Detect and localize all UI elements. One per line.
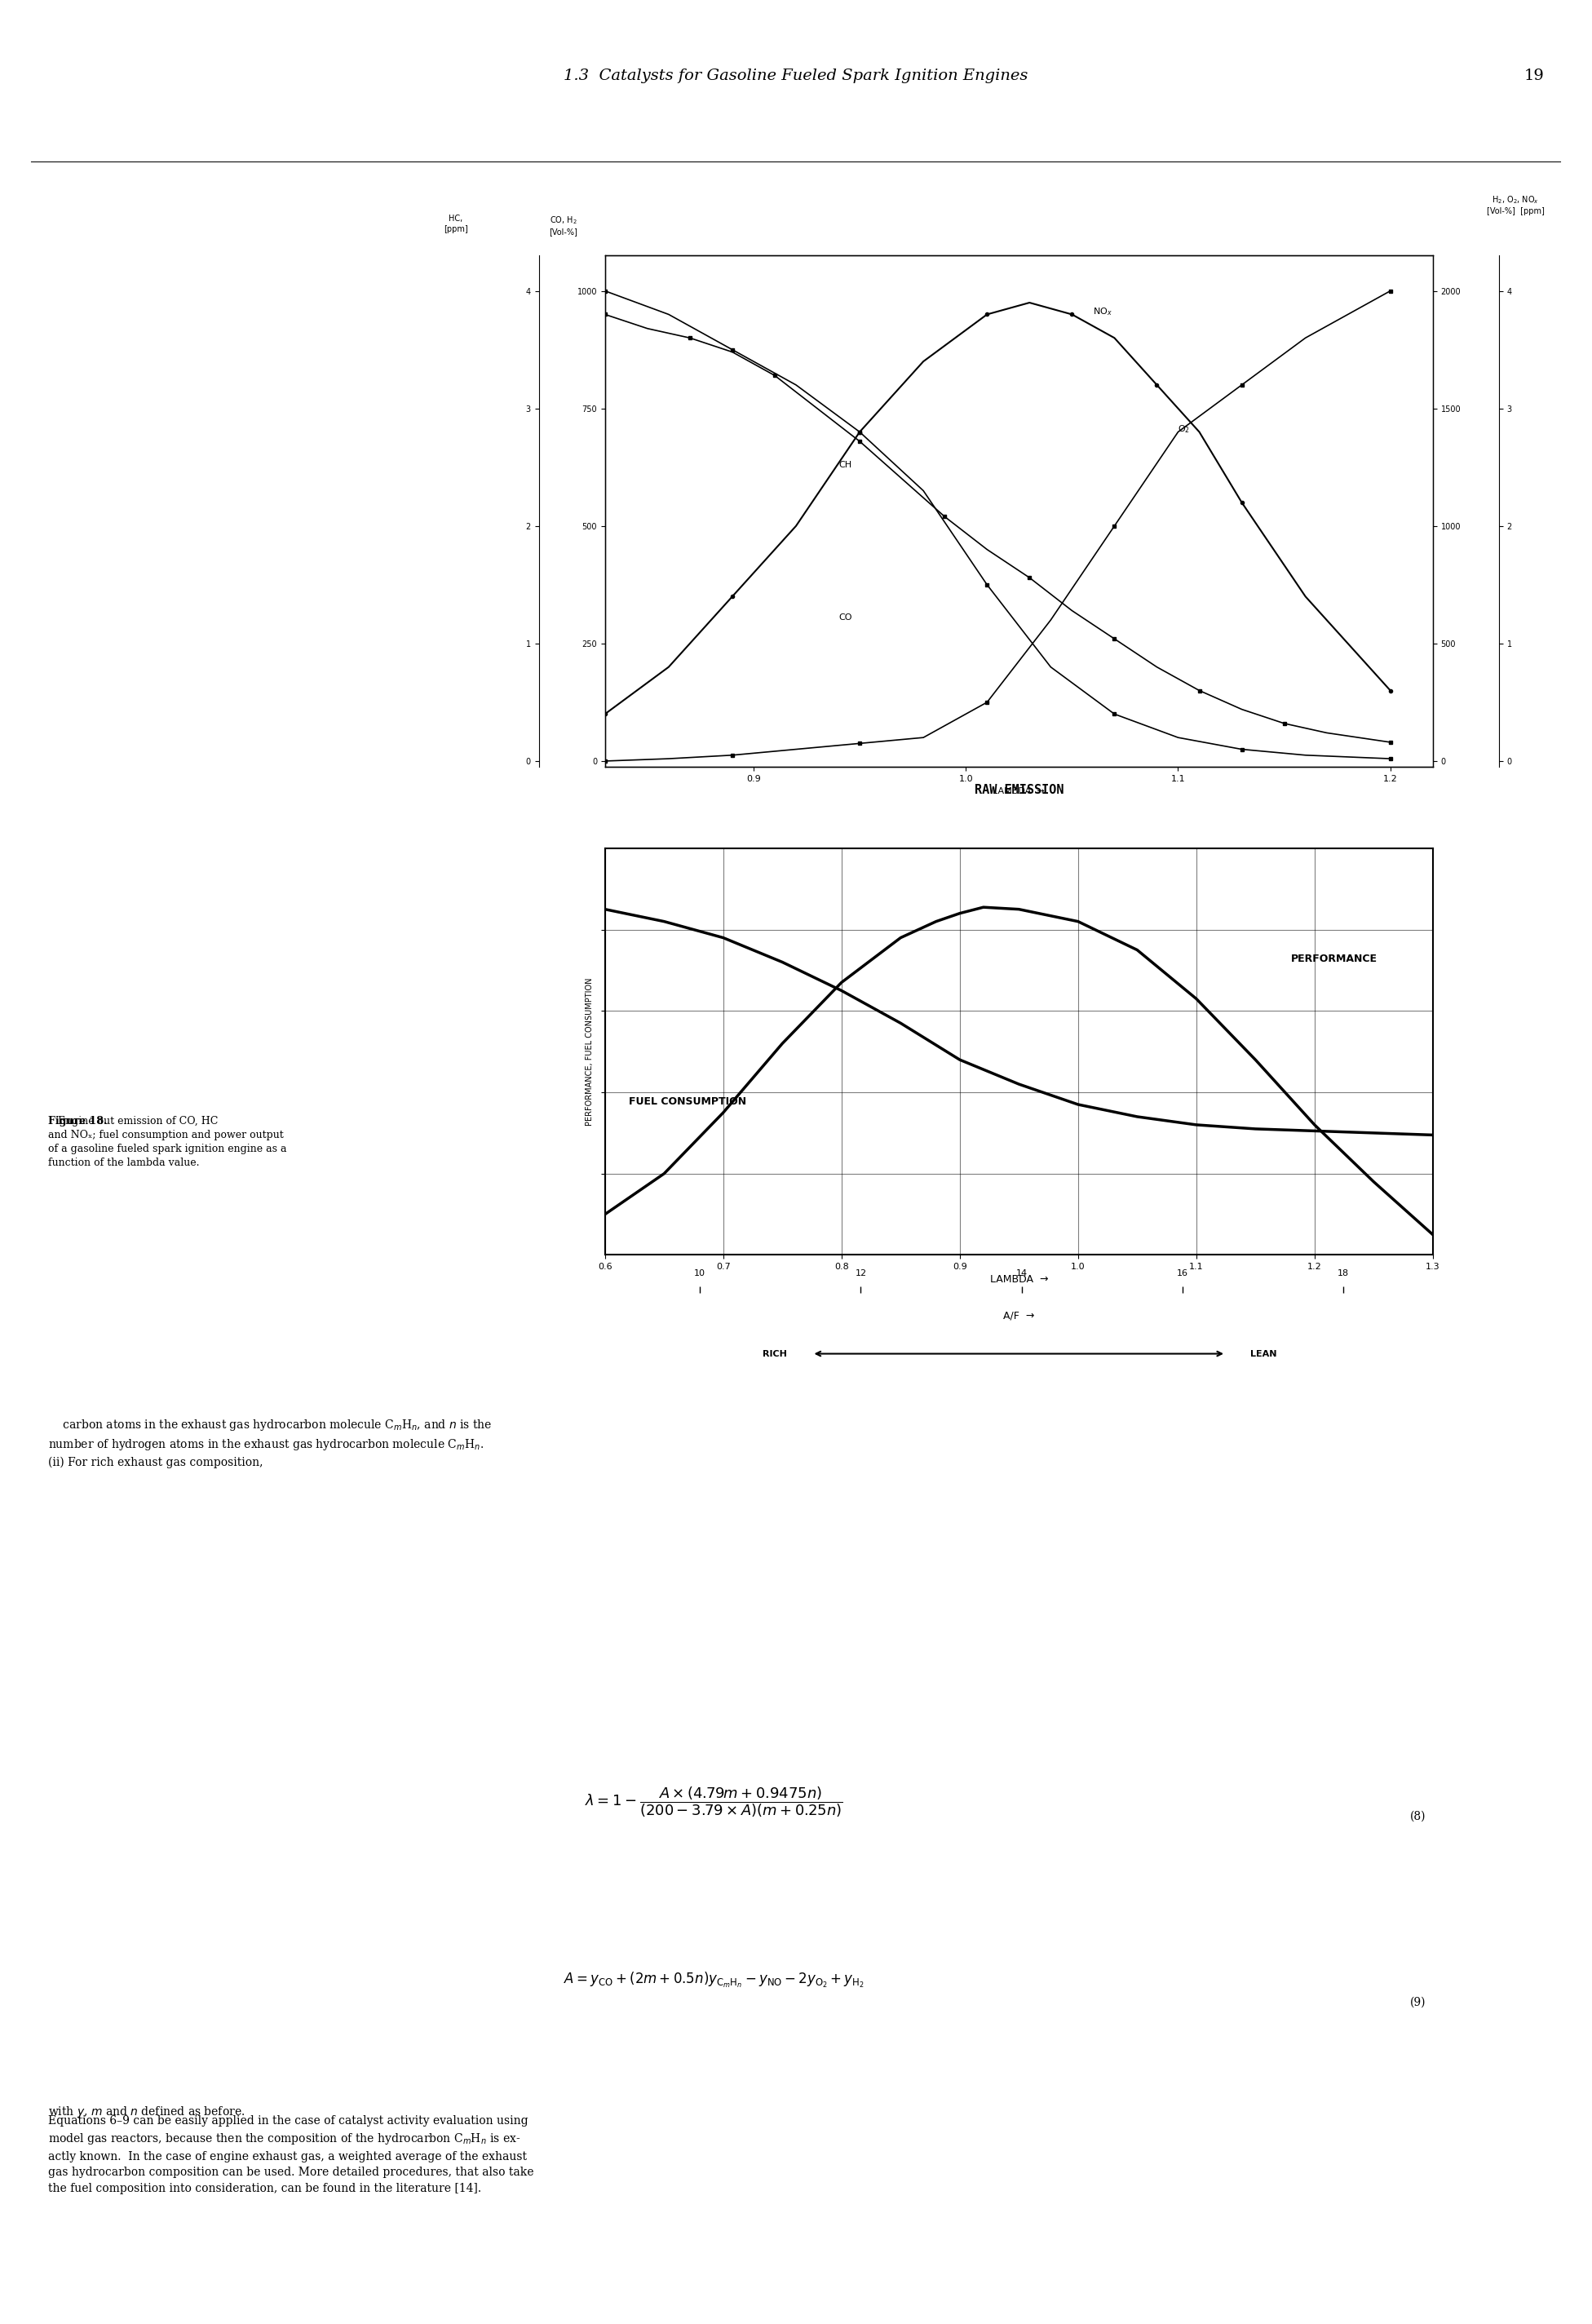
Text: RICH: RICH: [763, 1350, 786, 1357]
Text: CH: CH: [839, 460, 852, 469]
Text: 19: 19: [1524, 67, 1544, 84]
Text: H$_2$, O$_2$, NO$_x$
[Vol-%]  [ppm]: H$_2$, O$_2$, NO$_x$ [Vol-%] [ppm]: [1487, 195, 1544, 216]
Text: CO: CO: [839, 614, 852, 621]
Text: NO$_x$: NO$_x$: [1094, 307, 1113, 318]
Text: 10: 10: [694, 1269, 705, 1278]
X-axis label: LAMBDA  →: LAMBDA →: [993, 788, 1044, 795]
Text: 18: 18: [1337, 1269, 1350, 1278]
Text: LEAN: LEAN: [1251, 1350, 1277, 1357]
Text: 16: 16: [1176, 1269, 1188, 1278]
Text: 14: 14: [1016, 1269, 1027, 1278]
Text: FUEL CONSUMPTION: FUEL CONSUMPTION: [629, 1097, 747, 1106]
Text: CO, H$_2$
[Vol-%]: CO, H$_2$ [Vol-%]: [549, 214, 578, 237]
Text: HC,
[ppm]: HC, [ppm]: [444, 214, 468, 232]
Text: 1.3  Catalysts for Gasoline Fueled Spark Ignition Engines: 1.3 Catalysts for Gasoline Fueled Spark …: [564, 67, 1028, 84]
Text: 12: 12: [855, 1269, 866, 1278]
Text: with $y$, $m$ and $n$ defined as before.: with $y$, $m$ and $n$ defined as before.: [48, 2106, 245, 2119]
Text: $\lambda = 1 - \dfrac{A \times (4.79m + 0.9475n)}{(200 - 3.79 \times A)(m + 0.25: $\lambda = 1 - \dfrac{A \times (4.79m + …: [584, 1785, 844, 1820]
Text: (8): (8): [1411, 1810, 1426, 1822]
Text: Figure 18.: Figure 18.: [48, 1116, 107, 1127]
Text: $A = y_{\mathrm{CO}} + (2m + 0.5n)y_{\mathrm{C}_m\mathrm{H}_n} - y_{\mathrm{NO}}: $A = y_{\mathrm{CO}} + (2m + 0.5n)y_{\ma…: [564, 1971, 864, 1989]
Text: carbon atoms in the exhaust gas hydrocarbon molecule C$_m$H$_n$, and $n$ is the
: carbon atoms in the exhaust gas hydrocar…: [48, 1418, 492, 1469]
Text: PERFORMANCE: PERFORMANCE: [1291, 953, 1377, 964]
Text: A/F  →: A/F →: [1003, 1311, 1035, 1320]
Text: O$_2$: O$_2$: [1178, 423, 1191, 435]
Text: Equations 6–9 can be easily applied in the case of catalyst activity evaluation : Equations 6–9 can be easily applied in t…: [48, 2115, 533, 2194]
Text: (9): (9): [1411, 1996, 1426, 2008]
Text: Engine out emission of CO, HC
and NOₓ; fuel consumption and power output
of a ga: Engine out emission of CO, HC and NOₓ; f…: [48, 1116, 287, 1167]
Y-axis label: PERFORMANCE, FUEL CONSUMPTION: PERFORMANCE, FUEL CONSUMPTION: [586, 978, 594, 1125]
X-axis label: LAMBDA  →: LAMBDA →: [990, 1274, 1048, 1285]
Text: RAW EMISSION: RAW EMISSION: [974, 783, 1063, 797]
